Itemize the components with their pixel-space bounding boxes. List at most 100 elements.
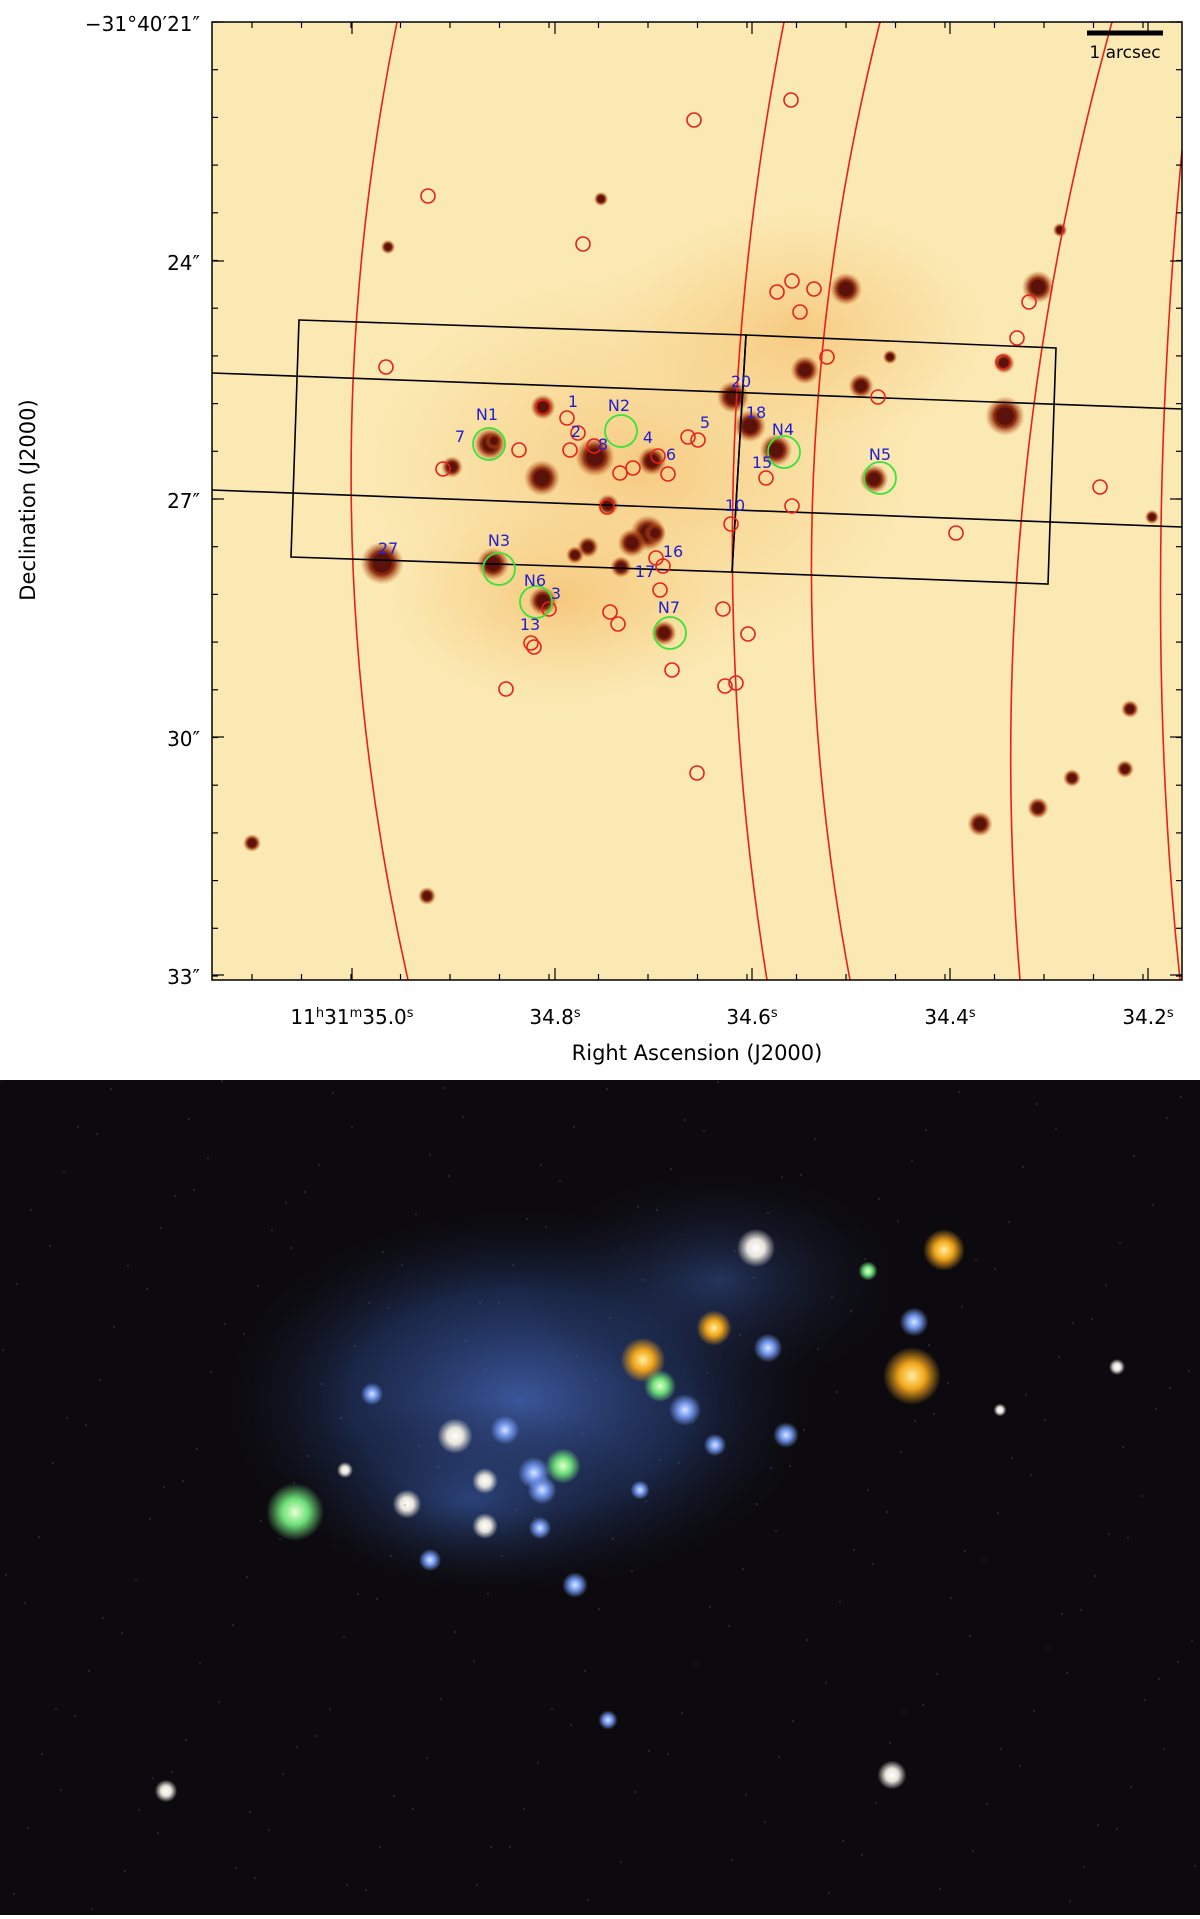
field-speck (1152, 1204, 1154, 1206)
field-speck (842, 1840, 844, 1842)
field-speck (1000, 1748, 1002, 1750)
star-core (742, 418, 758, 434)
field-speck (742, 1568, 744, 1570)
field-speck (631, 1570, 633, 1572)
red-marker (783, 92, 799, 108)
field-speck (138, 1809, 140, 1811)
composite-source (877, 1760, 907, 1790)
red-marker (1021, 294, 1037, 310)
field-speck (1030, 1474, 1032, 1476)
field-speck (867, 1489, 869, 1491)
red-marker (511, 442, 527, 458)
star-core (838, 281, 854, 297)
star-core (1126, 705, 1134, 713)
marker-label: 10 (725, 496, 745, 515)
field-speck (343, 1636, 345, 1638)
field-speck (152, 1777, 154, 1779)
field-speck (357, 1593, 359, 1595)
composite-source (630, 1480, 650, 1500)
field-speck (55, 1708, 57, 1710)
field-speck (0, 1079, 1, 1081)
field-speck (731, 1859, 733, 1861)
red-marker (728, 675, 744, 691)
field-speck (157, 1832, 159, 1834)
field-speck (903, 1711, 905, 1713)
field-speck (936, 1673, 938, 1675)
red-arc (1159, 149, 1182, 980)
red-marker (378, 359, 394, 375)
red-arc (810, 22, 881, 980)
field-speck (448, 1175, 450, 1177)
scalebar-label: 1 arcsec (1089, 43, 1160, 63)
red-marker (717, 678, 733, 694)
marker-label: 6 (666, 445, 676, 464)
star-core (886, 353, 894, 361)
red-marker (723, 516, 739, 532)
field-speck (1055, 1128, 1057, 1130)
marker-label: 8 (598, 435, 608, 454)
field-speck (950, 1597, 952, 1599)
green-marker (519, 585, 553, 619)
field-speck (163, 1486, 165, 1488)
star-core (616, 562, 626, 572)
marker-label: 4 (643, 428, 653, 447)
field-speck (831, 1296, 833, 1298)
field-speck (1072, 1322, 1074, 1324)
field-speck (922, 1704, 924, 1706)
field-speck (5, 1574, 7, 1576)
green-marker (472, 427, 506, 461)
field-speck (1097, 1824, 1099, 1826)
field-speck (415, 1213, 417, 1215)
field-speck (767, 1212, 769, 1214)
field-speck (612, 1538, 614, 1540)
red-marker (526, 639, 542, 655)
red-marker (610, 616, 626, 632)
field-speck (429, 1154, 431, 1156)
marker-label: N3 (488, 531, 510, 550)
red-marker (690, 432, 706, 448)
star-core (1030, 279, 1046, 295)
star-core (571, 551, 579, 559)
field-speck (911, 1160, 913, 1162)
field-speck (673, 1410, 675, 1412)
field-speck (839, 1601, 841, 1603)
red-marker (806, 281, 822, 297)
star-core (867, 472, 881, 486)
field-speck (872, 1563, 874, 1565)
field-speck (540, 1164, 542, 1166)
field-speck (196, 1448, 198, 1450)
star-core (645, 454, 659, 468)
color-composite-panel (0, 1079, 1200, 1915)
red-marker (599, 499, 615, 515)
slit-line (212, 372, 1182, 410)
field-speck (770, 1467, 772, 1469)
field-speck (465, 1340, 467, 1342)
composite-source (883, 1347, 941, 1405)
field-speck (1061, 1613, 1063, 1615)
field-speck (642, 1279, 644, 1281)
field-speck (997, 1512, 999, 1514)
marker-label: 7 (455, 427, 465, 446)
red-arc (350, 22, 409, 980)
field-speck (734, 1250, 736, 1252)
x-tick-label: 11h31m35.0s (290, 1005, 413, 1029)
field-speck (637, 1206, 639, 1208)
field-speck (260, 1520, 262, 1522)
field-speck (703, 1130, 705, 1132)
field-speck (368, 1302, 370, 1304)
field-speck (418, 1445, 420, 1447)
field-speck (1144, 1699, 1146, 1701)
field-speck (1108, 1533, 1110, 1535)
marker-label: 16 (663, 542, 683, 561)
field-speck (351, 1126, 353, 1128)
red-marker (562, 442, 578, 458)
field-speck (490, 1846, 492, 1848)
red-marker (715, 601, 731, 617)
field-speck (778, 1756, 780, 1758)
star-core (999, 358, 1009, 368)
field-speck (149, 1518, 151, 1520)
green-marker (482, 552, 516, 586)
field-speck (814, 1138, 816, 1140)
field-speck (709, 1606, 711, 1608)
star-core (597, 195, 605, 203)
